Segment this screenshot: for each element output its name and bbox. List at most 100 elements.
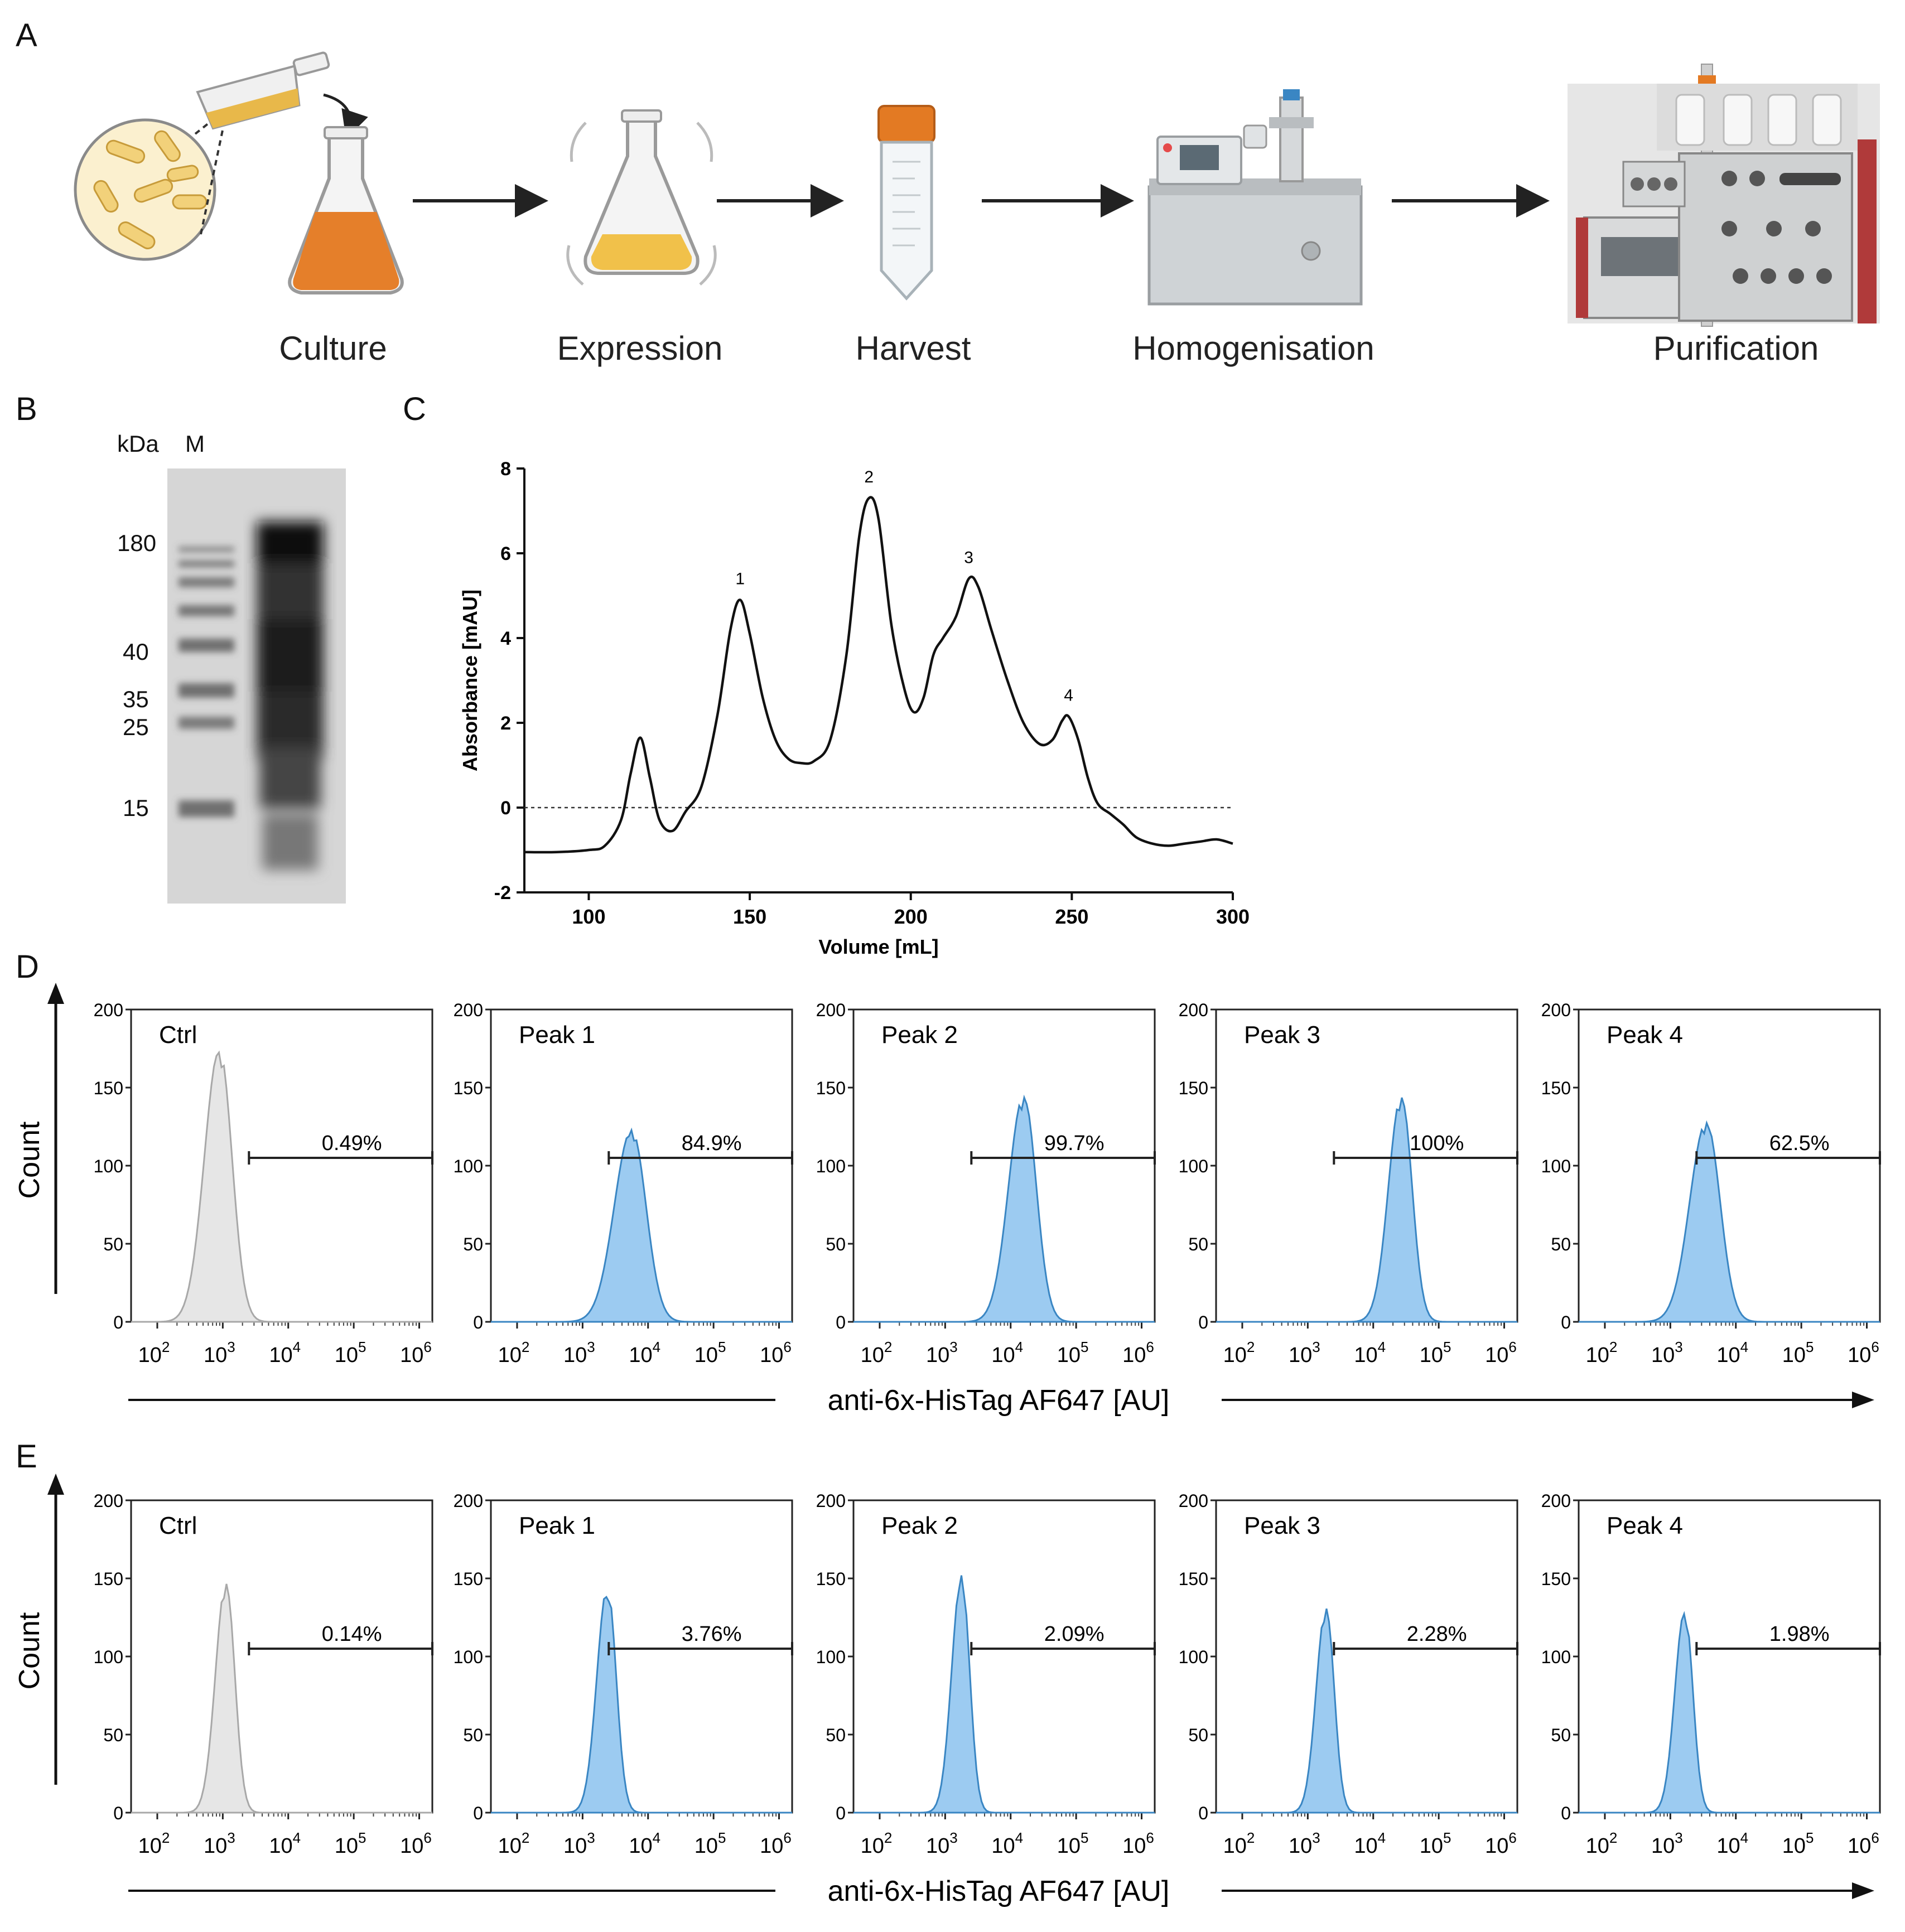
fluorescence-axis-title: anti-6x-HisTag AF647 [AU] <box>828 1875 1170 1907</box>
sample-label: Peak 1 <box>519 1512 595 1539</box>
x-tick-label: 105 <box>1782 1829 1814 1858</box>
flow-panel-e: Count anti-6x-HisTag AF647 [AU] 0 50 100 150 2… <box>13 1474 1881 1907</box>
x-tick-label: 102 <box>1223 1829 1255 1858</box>
y-tick-label: 0 <box>473 1312 483 1332</box>
y-tick-label: 50 <box>1551 1234 1571 1254</box>
x-tick-label: 103 <box>1651 1339 1683 1367</box>
y-tick-label: 0 <box>1561 1803 1571 1823</box>
x-tick-label: 200 <box>894 905 928 928</box>
y-tick-label: 0 <box>836 1803 846 1823</box>
x-tick-label: 106 <box>760 1829 792 1858</box>
gel-marker-40: 40 <box>123 639 149 665</box>
y-tick-label: 200 <box>816 1000 846 1020</box>
y-tick-label: 50 <box>1188 1234 1208 1254</box>
gel-marker-25: 25 <box>123 714 149 740</box>
y-tick-label: 200 <box>454 1491 483 1511</box>
step-label-expression: Expression <box>557 330 723 367</box>
panel-letter-c: C <box>403 391 426 427</box>
histogram-distribution <box>131 1583 432 1814</box>
sample-label: Peak 4 <box>1607 1021 1683 1049</box>
panel-letter-b: B <box>16 391 37 427</box>
y-tick-label: 100 <box>1541 1156 1571 1176</box>
gel-header-kda: kDa <box>117 431 159 457</box>
y-tick-label: 100 <box>454 1647 483 1667</box>
x-tick-label: 104 <box>629 1829 660 1858</box>
y-tick-label: 150 <box>454 1569 483 1589</box>
peak-label: 4 <box>1064 687 1073 705</box>
x-tick-label: 103 <box>1651 1829 1683 1858</box>
sample-label: Peak 3 <box>1244 1021 1320 1049</box>
x-tick-label: 103 <box>926 1829 958 1858</box>
step-label-homogenisation: Homogenisation <box>1132 330 1375 367</box>
y-tick-label: 6 <box>500 543 511 564</box>
x-tick-label: 104 <box>1354 1339 1386 1367</box>
shaking-flask-icon <box>566 109 717 286</box>
x-tick-label: 103 <box>204 1339 235 1367</box>
sample-label: Peak 4 <box>1607 1512 1683 1539</box>
y-tick-label: 200 <box>1179 1000 1208 1020</box>
histogram-distribution <box>491 1596 792 1814</box>
y-tick-label: 100 <box>1179 1647 1208 1667</box>
y-tick-label: 100 <box>454 1156 483 1176</box>
x-axis-arrowhead <box>1852 1392 1874 1408</box>
y-tick-label: 150 <box>1179 1569 1208 1589</box>
gate-percentage: 2.09% <box>1044 1622 1105 1646</box>
gate-percentage: 99.7% <box>1044 1132 1105 1155</box>
y-tick-label: 0 <box>113 1803 123 1823</box>
x-tick-label: 104 <box>1354 1829 1386 1858</box>
y-tick-label: 200 <box>816 1491 846 1511</box>
histogram-peak-4: 0 50 100 150 200 102 103 104 105 106 1.98% Peak 4 <box>1541 1491 1881 1858</box>
x-axis-title: Volume [mL] <box>818 935 938 958</box>
y-tick-label: 150 <box>94 1078 123 1098</box>
x-tick-label: 106 <box>1848 1829 1879 1858</box>
x-tick-label: 103 <box>563 1829 595 1858</box>
y-tick-label: 150 <box>1179 1078 1208 1098</box>
x-tick-label: 106 <box>1485 1829 1517 1858</box>
y-axis-title: Absorbance [mAU] <box>459 590 481 771</box>
histogram-peak-3: 0 50 100 150 200 102 103 104 105 106 100% Peak 3 <box>1179 1000 1518 1367</box>
plot-frame <box>130 1499 433 1814</box>
x-tick-label: 103 <box>204 1829 235 1858</box>
sample-label: Ctrl <box>159 1512 197 1539</box>
y-tick-label: 100 <box>94 1156 123 1176</box>
x-tick-label: 103 <box>1289 1829 1320 1858</box>
bacteria-culture-flask-icon <box>74 51 404 294</box>
y-tick-label: 100 <box>816 1647 846 1667</box>
y-tick-label: 2 <box>500 713 511 734</box>
plot-frame <box>130 1008 433 1323</box>
sample-label: Peak 2 <box>881 1512 958 1539</box>
x-tick-label: 102 <box>138 1829 170 1858</box>
x-tick-label: 104 <box>991 1339 1023 1367</box>
plot-frame <box>1215 1008 1518 1323</box>
x-tick-label: 106 <box>1848 1339 1879 1367</box>
gate-percentage: 84.9% <box>682 1132 742 1155</box>
histogram-ctrl: 0 50 100 150 200 102 103 104 105 106 0.14% Ctrl <box>94 1491 433 1858</box>
x-tick-label: 102 <box>1223 1339 1255 1367</box>
x-tick-label: 102 <box>498 1829 530 1858</box>
y-tick-label: 50 <box>826 1234 846 1254</box>
x-tick-label: 105 <box>695 1829 726 1858</box>
x-tick-label: 104 <box>991 1829 1023 1858</box>
sample-label: Peak 1 <box>519 1021 595 1049</box>
x-tick-label: 105 <box>1782 1339 1814 1367</box>
y-tick-label: 50 <box>463 1234 483 1254</box>
y-tick-label: 0 <box>836 1312 846 1332</box>
y-tick-label: 100 <box>94 1647 123 1667</box>
y-tick-label: 50 <box>463 1725 483 1745</box>
y-tick-label: 150 <box>94 1569 123 1589</box>
x-tick-label: 106 <box>400 1829 432 1858</box>
histogram-peak-3: 0 50 100 150 200 102 103 104 105 106 2.28% Peak 3 <box>1179 1491 1518 1858</box>
y-tick-label: 150 <box>816 1569 846 1589</box>
y-tick-label: 0 <box>1198 1803 1208 1823</box>
y-tick-label: 200 <box>1179 1491 1208 1511</box>
x-tick-label: 105 <box>335 1339 366 1367</box>
y-tick-label: 0 <box>1561 1312 1571 1332</box>
count-axis-title: Count <box>13 1612 46 1689</box>
sample-label: Peak 3 <box>1244 1512 1320 1539</box>
peak-label: 3 <box>964 549 973 567</box>
gate-percentage: 1.98% <box>1769 1622 1830 1646</box>
panel-letter-a: A <box>16 17 37 54</box>
histogram-peak-1: 0 50 100 150 200 102 103 104 105 106 84.9% Peak 1 <box>454 1000 793 1367</box>
gate-percentage: 2.28% <box>1407 1622 1467 1646</box>
